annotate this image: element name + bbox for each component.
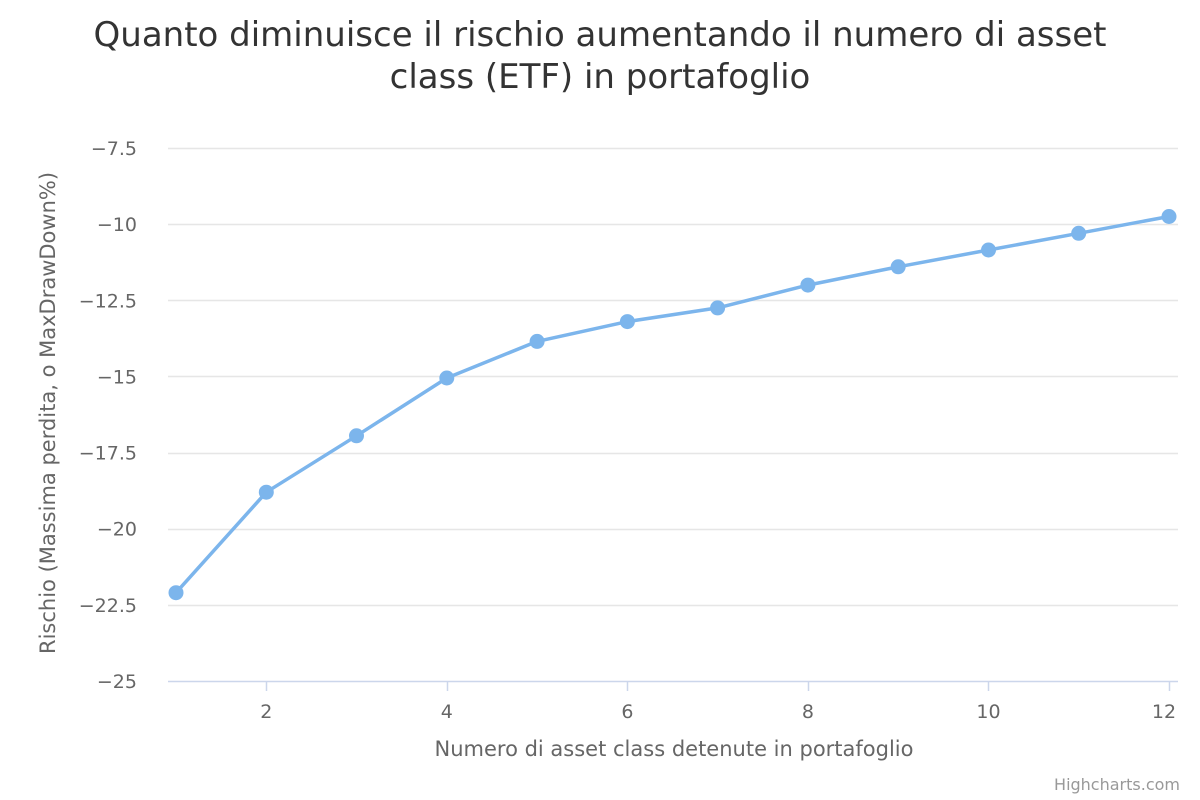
- x-tick-label: 2: [260, 701, 272, 723]
- series-line: [174, 214, 1171, 595]
- y-tick-label: −20: [97, 519, 137, 541]
- data-point: [619, 314, 635, 330]
- data-point: [981, 242, 996, 258]
- y-tick-label: −15: [97, 366, 137, 388]
- data-point: [800, 277, 816, 293]
- chart-title-line-2: class (ETF) in portafoglio: [389, 57, 811, 97]
- y-tick-label: −22.5: [79, 595, 137, 617]
- chart-title-line-1: Quanto diminuisce il rischio aumentando …: [93, 15, 1107, 55]
- y-tick-label: −10: [97, 214, 137, 236]
- data-point: [1071, 225, 1087, 241]
- data-point: [349, 428, 364, 444]
- y-tick-label: −12.5: [79, 290, 137, 312]
- chart-title: Quanto diminuisce il rischio aumentando …: [0, 14, 1200, 98]
- x-axis-tick-labels: 2 4 6 8 10 12: [260, 701, 1176, 723]
- data-point: [258, 484, 274, 500]
- x-tick-label: 8: [802, 701, 814, 723]
- y-tick-label: −7.5: [91, 138, 137, 160]
- grid-lines: [168, 147, 1178, 607]
- data-point: [710, 300, 726, 316]
- y-tick-label: −25: [97, 671, 137, 693]
- data-point: [529, 333, 545, 349]
- x-tick-label: 6: [621, 701, 633, 723]
- data-point: [890, 259, 906, 275]
- x-axis-title: Numero di asset class detenute in portaf…: [435, 737, 914, 761]
- y-axis-tick-labels: −7.5 −10 −12.5 −15 −17.5 −20 −22.5 −25: [79, 138, 137, 693]
- data-point: [168, 585, 184, 601]
- y-axis-title: Rischio (Massima perdita, o MaxDrawDown%…: [36, 172, 60, 654]
- y-tick-label: −17.5: [79, 443, 137, 465]
- data-point: [1161, 209, 1177, 224]
- series-group: [168, 209, 1177, 601]
- x-tick-label: 12: [1152, 701, 1176, 723]
- data-point: [439, 370, 455, 386]
- x-tick-label: 10: [976, 701, 1000, 723]
- x-axis: [168, 680, 1178, 691]
- credits-link[interactable]: Highcharts.com: [1054, 775, 1180, 794]
- x-tick-label: 4: [441, 701, 453, 723]
